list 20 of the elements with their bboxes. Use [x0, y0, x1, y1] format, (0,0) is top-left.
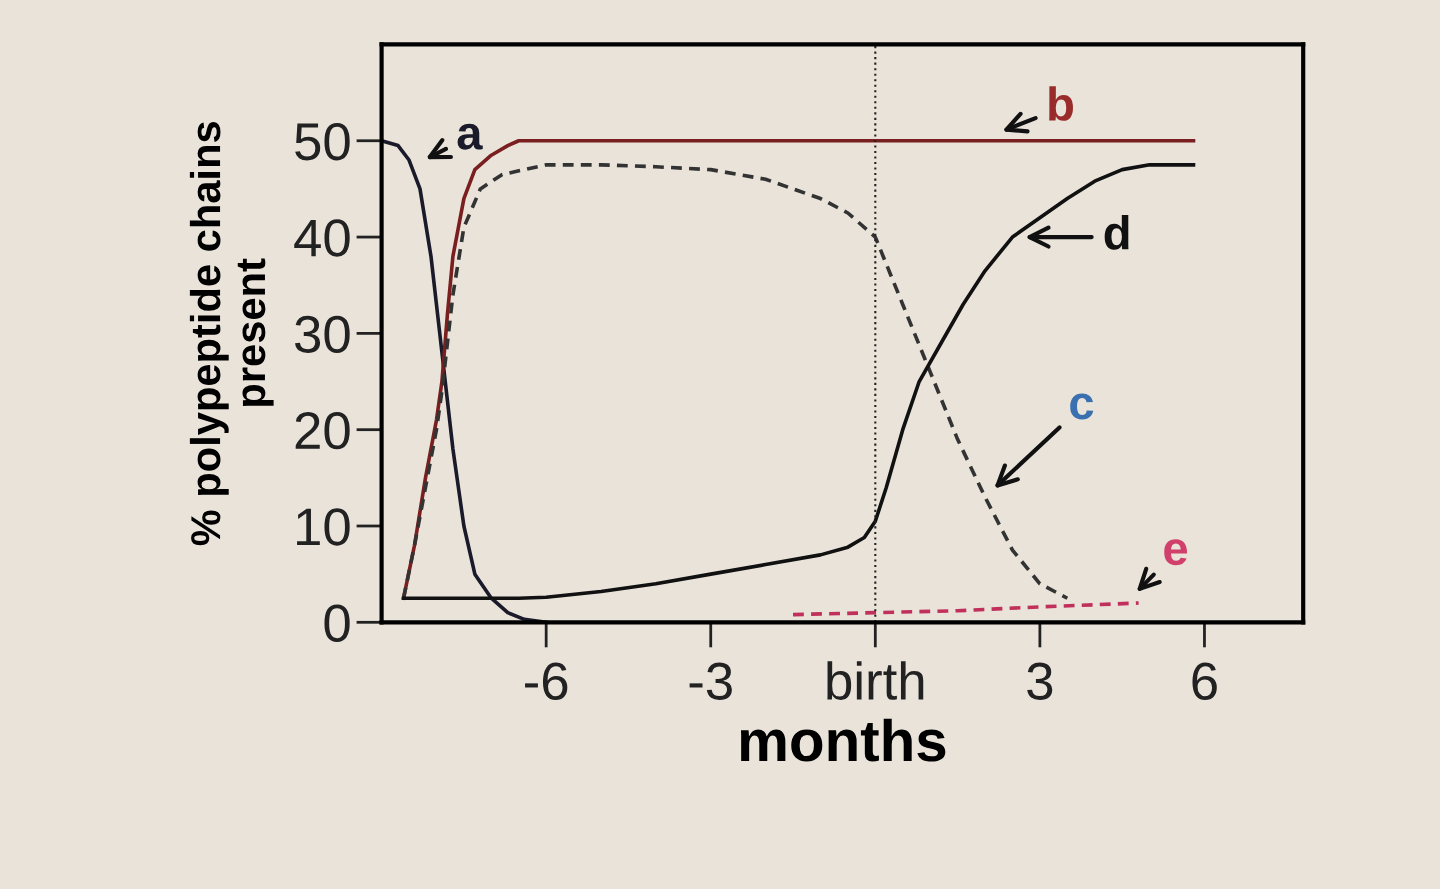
- annotation: e: [1164, 539, 1188, 566]
- line-series: [791, 601, 1141, 617]
- y-tick-label: 50: [295, 123, 350, 161]
- line-series: [401, 163, 1070, 601]
- x-tick-label: -3: [689, 662, 732, 700]
- x-tick-label: -6: [525, 662, 568, 700]
- y-tick-label: 30: [295, 315, 350, 354]
- annotation: a: [457, 123, 483, 150]
- annotation: b: [1049, 86, 1073, 121]
- y-tick-label: 40: [294, 219, 350, 257]
- y-tick-label: 0: [324, 604, 350, 642]
- x-tick-label: 6: [1192, 662, 1217, 700]
- y-axis-title: % polypeptide chains present: [189, 122, 274, 546]
- y-tick-label: 10: [297, 508, 350, 546]
- x-tick-label: birth: [827, 661, 924, 700]
- x-tick-label: 3: [1027, 662, 1053, 700]
- annotation: d: [1104, 215, 1129, 250]
- x-axis-title: months: [740, 718, 946, 762]
- y-tick-label: 20: [295, 411, 350, 450]
- annotation: c: [1070, 393, 1094, 420]
